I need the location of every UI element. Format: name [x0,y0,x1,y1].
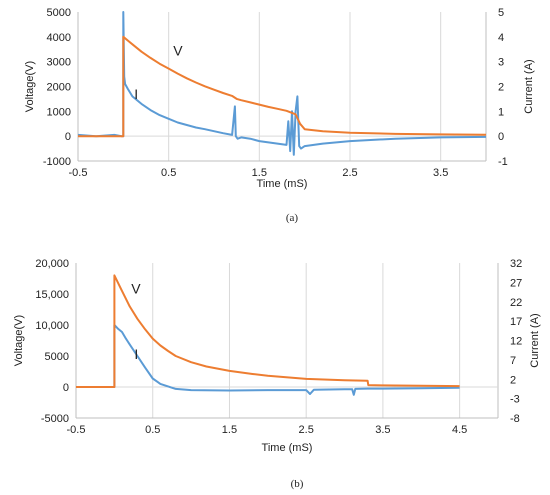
y2-tick-label: 7 [510,355,516,367]
x-tick-label: 2.5 [342,167,357,179]
chart-panel-a: -0.5 0.5 1.5 2.5 3.5-10000100020003000400050… [24,7,535,224]
y2-tick-label: 32 [510,258,522,270]
y-axis-title: Voltage(V) [13,315,25,366]
y2-tick-label: 27 [510,277,522,289]
x-tick-label: 3.5 [433,167,448,179]
x-tick-label: -0.5 [67,424,86,436]
y2-tick-label: -8 [510,413,520,425]
y-tick-label: 5000 [45,351,69,363]
y2-tick-label: 0 [498,131,504,143]
panel-caption: (a) [286,212,299,224]
series-annotation-i: I [134,346,138,362]
y2-tick-label: 5 [498,7,504,19]
x-tick-label: -0.5 [69,167,88,179]
y-tick-label: 4000 [47,32,71,44]
series-line-v [78,35,486,138]
y-tick-label: 10,000 [35,320,69,332]
y2-tick-label: 4 [498,32,504,44]
y2-axis-title: Current (A) [529,313,541,367]
y2-tick-label: 17 [510,316,522,328]
y-tick-label: 15,000 [35,289,69,301]
series-annotation-v: V [131,280,141,296]
series-line-i [76,324,460,396]
series-annotation-v: V [173,42,183,58]
y-tick-label: -5000 [41,413,69,425]
chart-panel-b: -0.5 0.5 1.5 2.5 3.5 4.5 -5000 0 5000 10,000 15,00… [13,258,541,490]
y2-tick-label: 12 [510,336,522,348]
x-tick-label: 4.5 [452,424,467,436]
series-annotation-i: I [134,86,138,102]
y2-tick-label: 22 [510,297,522,309]
y2-tick-label: -1 [498,156,508,168]
y2-tick-label: 3 [498,57,504,69]
x-tick-label: 0.5 [145,424,160,436]
y-tick-label: 20,000 [35,258,69,270]
x-tick-label: 3.5 [375,424,390,436]
x-tick-label: 2.5 [299,424,314,436]
y2-tick-label: 2 [510,374,516,386]
x-tick-label: 0.5 [161,167,176,179]
y-tick-label: 5000 [47,7,71,19]
y2-tick-label: -3 [510,394,520,406]
y-tick-label: 2000 [47,82,71,94]
x-axis-title: Time (mS) [257,178,308,190]
y-axis-title: Voltage(V) [24,61,36,112]
series-line-i [78,11,486,156]
y-tick-label: 3000 [47,57,71,69]
y2-axis-title: Current (A) [523,59,535,113]
y2-tick-label: 1 [498,106,504,118]
x-axis-title: Time (mS) [262,442,313,454]
y-tick-label: -1000 [43,156,71,168]
x-tick-label: 1.5 [252,167,267,179]
y-tick-label: 0 [63,382,69,394]
panel-caption: (b) [291,478,304,490]
y2-tick-label: 2 [498,82,504,94]
y-tick-label: 1000 [47,106,71,118]
y-tick-label: 0 [65,131,71,143]
x-tick-label: 1.5 [222,424,237,436]
series-line-v [76,274,460,388]
